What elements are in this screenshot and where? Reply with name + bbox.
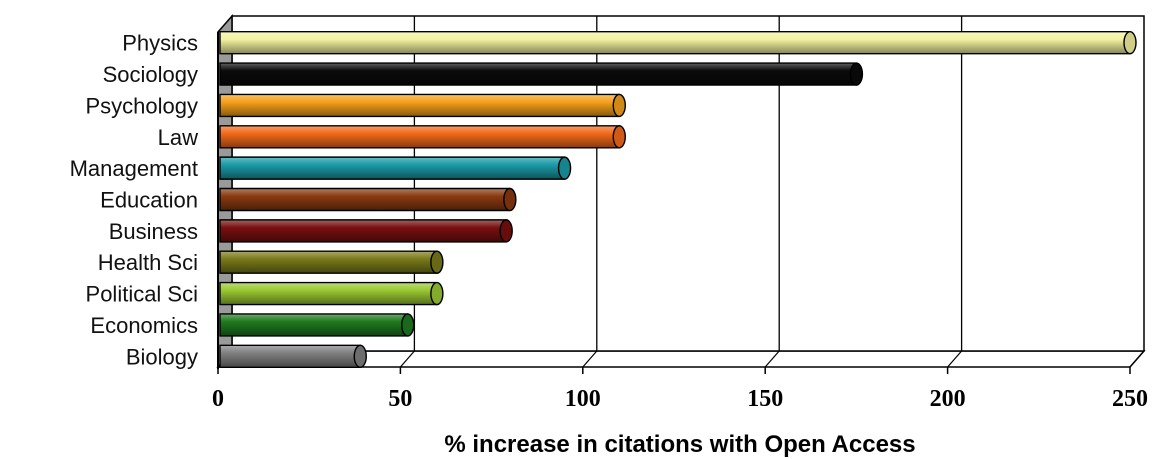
bar-body [219,93,624,118]
x-axis-ticks: 0 50 100 150 200 250 [212,367,1148,412]
category-label: Law [158,125,198,150]
bar-body [219,250,442,274]
category-label: Business [109,219,198,244]
bar-end-cap [353,344,367,369]
category-label: Biology [126,344,198,369]
bar-body [219,156,570,180]
category-label: Political Sci [86,282,198,307]
category-label: Management [70,156,198,181]
bar-end-cap [499,219,513,243]
category-labels: Physics Sociology Psychology Law Management E… [70,31,199,370]
floor-gridline [582,350,598,368]
bar-body [219,313,413,337]
bar-end-cap [612,93,626,118]
bars [219,30,1137,369]
bar-end-cap [400,313,415,337]
x-tick-label: 150 [747,386,783,412]
bar [219,30,1137,55]
category-label: Physics [122,31,198,56]
category-label: Health Sci [98,250,198,275]
floor-gridline [947,350,963,368]
bar-body [219,281,442,306]
bar-body [219,30,1135,55]
bar [219,62,864,86]
x-tick-label: 0 [212,386,224,412]
bar [219,281,444,306]
bar [219,125,626,149]
x-tick-label: 200 [930,386,966,412]
bar-body [219,344,365,369]
category-label: Sociology [103,62,198,87]
floor-gridline [399,350,415,368]
bar-body [219,62,862,86]
category-label: Psychology [85,93,198,118]
bar-end-cap [430,281,444,306]
floor-gridline [764,350,780,368]
bar-end-cap [849,62,864,86]
bar-body [219,219,511,243]
bar [219,344,367,369]
bar-body [219,187,515,212]
bar-end-cap [557,156,572,180]
bar-body [219,125,624,149]
bar-end-cap [503,187,517,212]
category-label: Economics [90,313,198,338]
bar [219,313,415,337]
x-tick-label: 50 [388,386,412,412]
bar [219,187,517,212]
bar [219,156,572,180]
bar [219,219,513,243]
x-tick-label: 250 [1112,386,1148,412]
bar-end-cap [1123,30,1137,55]
bar-end-cap [612,125,626,149]
floor-gridline [1129,350,1145,368]
bar [219,250,444,274]
x-tick-label: 100 [565,386,601,412]
bar [219,93,626,118]
x-axis-title: % increase in citations with Open Access [444,431,915,458]
bar-end-cap [430,250,444,274]
category-label: Education [100,188,198,213]
